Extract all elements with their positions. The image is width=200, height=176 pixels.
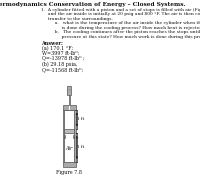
Bar — [69, 105, 70, 110]
Text: b.   The cooling continues after the piston reaches the stops until the temperat: b. The cooling continues after the pisto… — [41, 30, 200, 34]
Text: 1 ft: 1 ft — [77, 117, 85, 121]
Bar — [64, 129, 74, 133]
Text: a.   what is the temperature of the air inside the cylinder when the piston reac: a. what is the temperature of the air in… — [41, 21, 200, 25]
Bar — [64, 110, 74, 162]
Text: 1 ft: 1 ft — [77, 145, 85, 149]
Text: 1.  A cylinder fitted with a piston and a set of stops is filled with air (Figur: 1. A cylinder fitted with a piston and a… — [41, 8, 200, 12]
Text: is done during the cooling process? How much heat is rejected?: is done during the cooling process? How … — [41, 26, 200, 30]
Bar — [73, 135, 74, 138]
Bar — [69, 95, 70, 105]
Text: Air: Air — [65, 146, 73, 151]
Bar — [63, 110, 64, 162]
Text: Figure 7.8: Figure 7.8 — [56, 170, 82, 175]
Text: Q=-13978 ft-lbᴼ ;: Q=-13978 ft-lbᴼ ; — [42, 56, 84, 61]
Bar — [63, 105, 76, 110]
Text: W=3997 ft-lbᴼ;: W=3997 ft-lbᴼ; — [42, 51, 79, 56]
Bar — [64, 135, 65, 138]
Text: First Law of Thermodynamics Conservation of Energy – Closed Systems.: First Law of Thermodynamics Conservation… — [0, 2, 186, 7]
Text: (b) 29.18 psia,: (b) 29.18 psia, — [42, 62, 77, 67]
Text: (a) 170.1 °F;: (a) 170.1 °F; — [42, 46, 73, 51]
Text: transfer to the surroundings.: transfer to the surroundings. — [41, 17, 113, 21]
Text: and the air inside is initially at 20 psig and 800 °F. The air is then cooled at: and the air inside is initially at 20 ps… — [41, 12, 200, 16]
Text: pressure at this state? How much work is done during this process? How much heat: pressure at this state? How much work is… — [41, 35, 200, 39]
Bar — [74, 110, 76, 162]
Text: Answer:: Answer: — [41, 41, 63, 46]
Bar — [67, 86, 71, 95]
Text: Q=-11568 ft-lbᴼ;: Q=-11568 ft-lbᴼ; — [42, 67, 83, 72]
Bar — [63, 162, 76, 167]
